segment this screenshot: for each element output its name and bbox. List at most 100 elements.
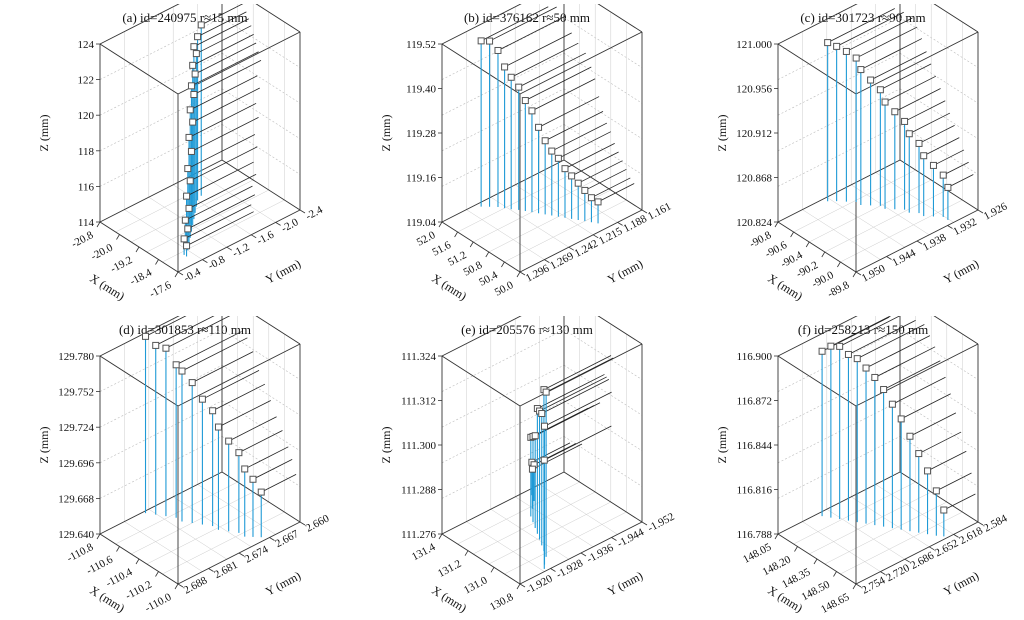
box-edge bbox=[777, 316, 858, 357]
tick-mark bbox=[855, 271, 862, 276]
gridline bbox=[146, 501, 269, 565]
gridline bbox=[221, 329, 301, 380]
normal-line bbox=[918, 431, 962, 454]
data-point bbox=[249, 475, 257, 483]
normal-line bbox=[489, 6, 557, 42]
data-point bbox=[185, 204, 193, 212]
box-edge bbox=[99, 316, 180, 357]
axes-box bbox=[774, 316, 984, 590]
y-tick-label: -1.944 bbox=[615, 526, 646, 550]
z-tick-label: 120.868 bbox=[736, 173, 772, 185]
gridline bbox=[466, 209, 545, 260]
x-axis-label: X (mm) bbox=[87, 271, 127, 303]
data-point bbox=[818, 347, 826, 355]
data-point bbox=[853, 355, 861, 363]
data-point bbox=[888, 400, 896, 408]
z-tick-label: 116.844 bbox=[737, 440, 773, 452]
box-edge bbox=[99, 159, 223, 223]
data-point bbox=[842, 47, 850, 55]
z-tick-label: 111.324 bbox=[401, 351, 436, 363]
normal-line bbox=[564, 143, 615, 170]
tick-mark bbox=[947, 225, 953, 229]
x-tick-label: 148.65 bbox=[819, 591, 852, 616]
z-tick-label: 129.752 bbox=[58, 387, 94, 399]
normal-line bbox=[584, 168, 627, 191]
gridline bbox=[473, 491, 596, 555]
x-tick-label: -110.8 bbox=[65, 541, 96, 565]
normal-line bbox=[892, 376, 946, 405]
normal-line bbox=[901, 393, 951, 420]
normal-line bbox=[244, 446, 289, 470]
normal-line bbox=[883, 360, 941, 390]
z-tick-label: 114 bbox=[78, 217, 95, 229]
data-point bbox=[836, 342, 844, 350]
normal-line bbox=[543, 355, 612, 390]
chart-panel: (a) id=240975 r≈15 mm 124 122 120 118 116 114-… bbox=[10, 4, 340, 304]
x-tick-label: 148.50 bbox=[800, 578, 833, 603]
tick-mark bbox=[519, 271, 526, 276]
y-tick-label: 1.932 bbox=[951, 216, 978, 238]
data-point bbox=[538, 410, 546, 418]
chart-3d: (c) id=301723 r≈90 mm 121.000 120.956 120.9… bbox=[715, 4, 1010, 303]
tick-mark bbox=[916, 240, 923, 245]
normal-line bbox=[571, 151, 619, 177]
normal-line bbox=[186, 161, 254, 197]
gridline bbox=[221, 400, 301, 452]
gridline bbox=[221, 436, 301, 487]
y-tick-label: 1.215 bbox=[597, 225, 625, 247]
tick-mark bbox=[774, 221, 779, 228]
data-point bbox=[189, 118, 197, 126]
data-point bbox=[924, 467, 932, 475]
tick-mark bbox=[96, 221, 101, 228]
data-point bbox=[929, 161, 937, 169]
gridline bbox=[563, 52, 643, 104]
data-point bbox=[241, 465, 249, 473]
box-edge bbox=[855, 521, 979, 585]
z-axis-label: Z (mm) bbox=[715, 115, 729, 152]
gridline bbox=[99, 17, 223, 80]
chart-panel: (c) id=301723 r≈90 mm 121.000 120.956 120.9… bbox=[688, 4, 1018, 304]
gridline bbox=[490, 508, 569, 560]
tick-mark bbox=[116, 234, 120, 240]
gridline bbox=[793, 169, 916, 233]
gridline bbox=[99, 400, 223, 464]
tick-mark bbox=[580, 552, 587, 557]
z-tick-label: 120.824 bbox=[736, 217, 772, 229]
y-tick-label: -1.920 bbox=[524, 572, 555, 596]
x-tick-label: -18.4 bbox=[128, 266, 154, 288]
chart-3d: (b) id=376162 r≈50 mm119.52119.40119.281… bbox=[379, 4, 673, 303]
tick-mark bbox=[833, 571, 837, 577]
y-tick-label: 1.950 bbox=[860, 262, 888, 284]
data-point bbox=[531, 432, 539, 440]
z-axis-label: Z (mm) bbox=[37, 115, 51, 152]
data-point bbox=[152, 341, 160, 349]
gridline bbox=[563, 88, 643, 140]
normal-line bbox=[597, 183, 635, 203]
tick-mark bbox=[438, 221, 443, 228]
tick-mark bbox=[641, 521, 648, 526]
tick-mark bbox=[886, 256, 892, 260]
z-tick-label: 116 bbox=[78, 181, 95, 193]
z-tick-label: 124 bbox=[78, 39, 95, 51]
z-tick-label: 129.696 bbox=[58, 458, 94, 470]
tick-mark bbox=[438, 533, 443, 540]
normal-line bbox=[197, 11, 247, 38]
gridline bbox=[99, 329, 223, 392]
chart-3d: (e) id=205576 r≈130 mm 111.324 111.312 111.… bbox=[379, 316, 677, 615]
data-point bbox=[915, 450, 923, 458]
data-point bbox=[541, 137, 549, 145]
z-tick-label: 129.668 bbox=[58, 493, 94, 505]
chart-panel: (e) id=205576 r≈130 mm 111.324 111.312 111.… bbox=[352, 316, 682, 616]
normal-line bbox=[943, 493, 976, 511]
data-point bbox=[235, 449, 243, 457]
tick-mark bbox=[904, 558, 911, 563]
axes-box bbox=[438, 4, 648, 278]
tick-mark bbox=[516, 583, 521, 590]
y-tick-label: -2.4 bbox=[304, 204, 325, 223]
x-tick-label: 148.20 bbox=[761, 553, 794, 578]
data-point bbox=[257, 488, 265, 496]
gridline bbox=[99, 52, 223, 116]
tick-mark bbox=[837, 261, 841, 268]
tick-mark bbox=[790, 231, 794, 238]
gridline bbox=[777, 329, 901, 392]
